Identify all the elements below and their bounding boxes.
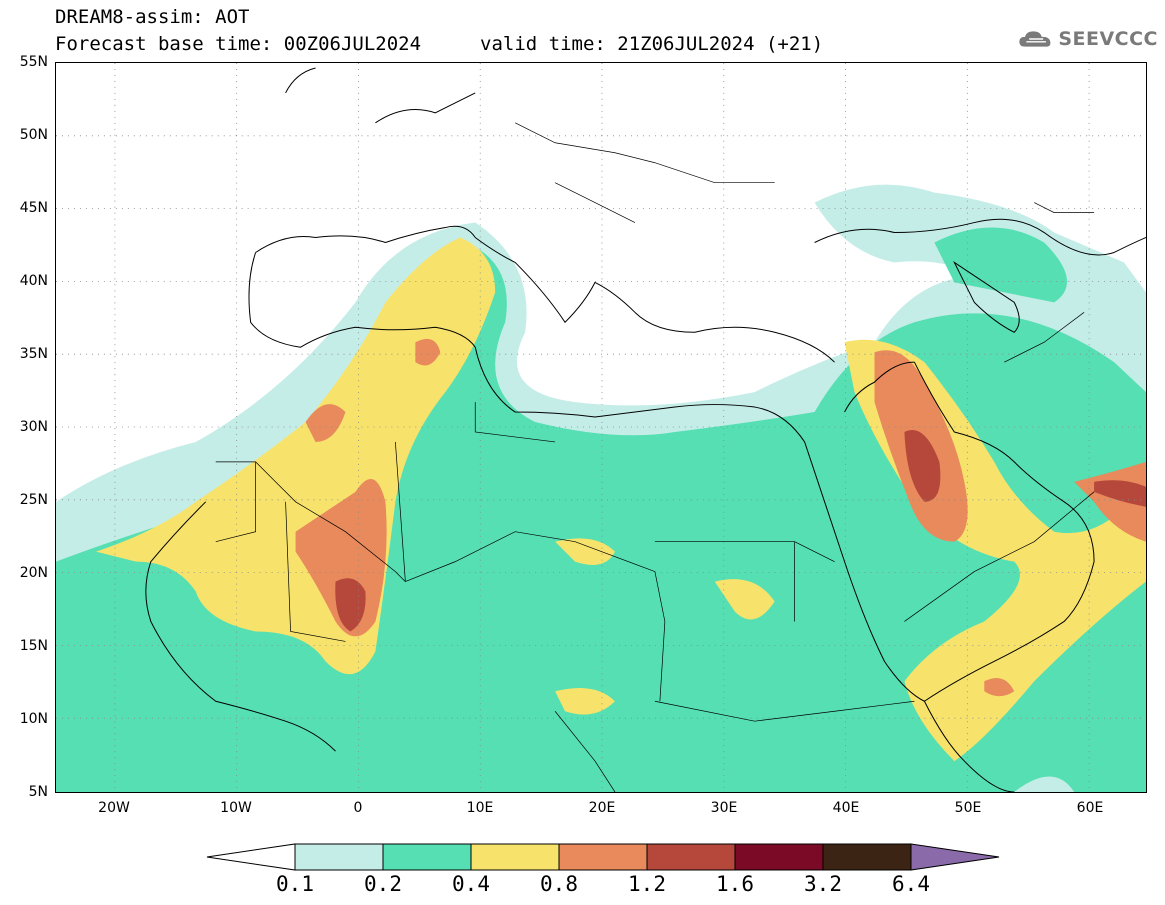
lat-label-55n: 55N <box>19 54 48 70</box>
lat-label-35n: 35N <box>19 346 48 362</box>
legend-swatch-1-6 <box>734 843 824 871</box>
cloud-icon <box>1019 31 1051 47</box>
lon-label-30e: 30E <box>710 800 738 816</box>
map-gridlines <box>56 63 1146 792</box>
lat-label-20n: 20N <box>19 565 48 581</box>
lon-label-10e: 10E <box>466 800 494 816</box>
lat-label-25n: 25N <box>19 492 48 508</box>
legend-label-1-2: 1.2 <box>628 872 666 896</box>
legend-label-3-2: 3.2 <box>804 872 842 896</box>
lon-label-50e: 50E <box>954 800 982 816</box>
title-valid-time: valid time: 21Z06JUL2024 (+21) <box>480 33 824 55</box>
legend-swatch-0-2 <box>382 843 472 871</box>
lon-label-20e: 20E <box>588 800 616 816</box>
legend-swatch-below <box>206 843 296 871</box>
lon-label-40e: 40E <box>832 800 860 816</box>
legend-swatch-1-2 <box>646 843 736 871</box>
legend-label-6-4: 6.4 <box>892 872 930 896</box>
legend-swatch-3-2 <box>822 843 912 871</box>
legend-label-1-6: 1.6 <box>716 872 754 896</box>
legend-colorbar <box>206 843 1000 871</box>
lon-label-20w: 20W <box>98 800 130 816</box>
legend-swatch-above <box>910 843 1000 871</box>
legend-label-0-1: 0.1 <box>276 872 314 896</box>
country-borders <box>215 122 1095 792</box>
legend-swatch-0-4 <box>470 843 560 871</box>
legend-label-0-4: 0.4 <box>452 872 490 896</box>
lon-label-0: 0 <box>353 800 363 816</box>
title-line-1: DREAM8-assim: AOT <box>55 6 250 28</box>
lat-label-10n: 10N <box>19 711 48 727</box>
logo-text: SEEVCCC <box>1058 28 1158 50</box>
map-area <box>55 62 1147 793</box>
legend-swatch-0-8 <box>558 843 648 871</box>
title-base-time: Forecast base time: 00Z06JUL2024 <box>55 33 422 55</box>
lat-label-15n: 15N <box>19 638 48 654</box>
aot-band-1-2 <box>335 429 1146 632</box>
lon-label-10w: 10W <box>220 800 252 816</box>
aot-map <box>56 63 1146 792</box>
coastlines <box>145 67 1146 792</box>
legend-swatch-0-1 <box>294 843 384 871</box>
lat-label-40n: 40N <box>19 273 48 289</box>
legend-label-0-2: 0.2 <box>364 872 402 896</box>
lat-label-30n: 30N <box>19 419 48 435</box>
lon-label-60e: 60E <box>1076 800 1104 816</box>
lat-label-5n: 5N <box>28 784 48 800</box>
seevccc-logo: SEEVCCC <box>1018 22 1158 56</box>
legend-label-0-8: 0.8 <box>540 872 578 896</box>
lat-label-45n: 45N <box>19 200 48 216</box>
lat-label-50n: 50N <box>19 127 48 143</box>
